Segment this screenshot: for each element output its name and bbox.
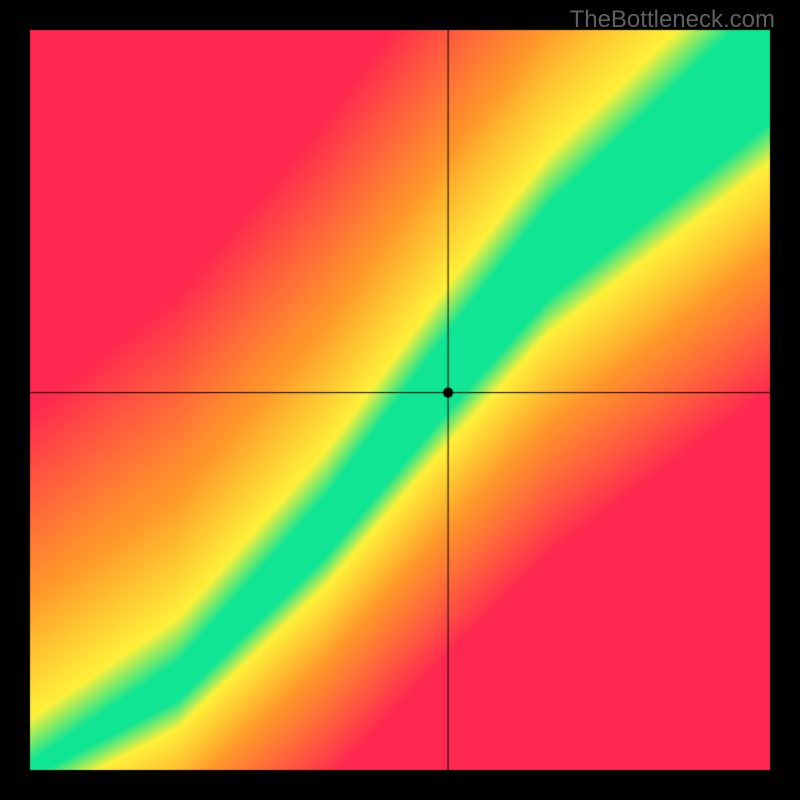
bottleneck-heatmap xyxy=(0,0,800,800)
watermark-text: TheBottleneck.com xyxy=(570,6,775,34)
chart-container: TheBottleneck.com xyxy=(0,0,800,800)
